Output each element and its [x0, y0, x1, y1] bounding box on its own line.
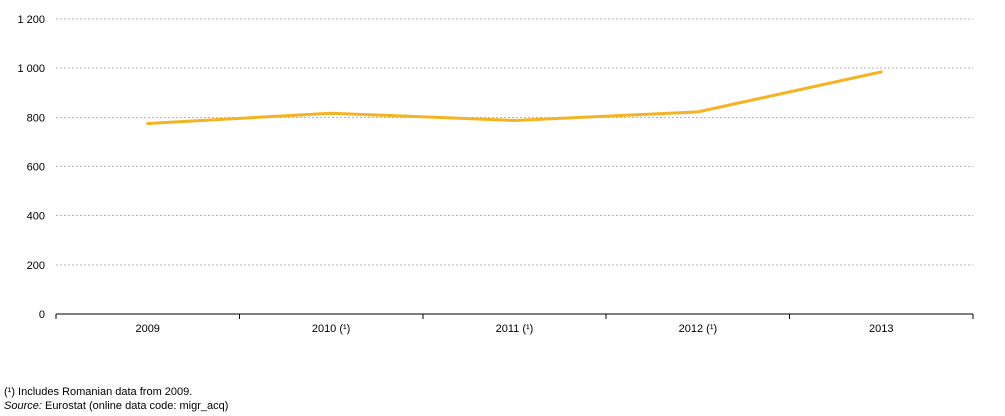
chart-notes: (¹) Includes Romanian data from 2009. So…: [4, 385, 228, 413]
y-axis-tick-labels: 0 200 400 600 800 1 000 1 200: [17, 14, 45, 321]
y-tick-label: 200: [27, 260, 45, 272]
y-tick-label: 600: [27, 162, 45, 174]
x-tick-label: 2012 (¹): [679, 323, 718, 335]
gridlines: [56, 18, 973, 266]
y-tick-label: 0: [39, 309, 45, 321]
line-chart: 0 200 400 600 800 1 000 1 200 2009 2010 (¹) 2011…: [17, 14, 974, 335]
source-label: Source:: [4, 400, 42, 412]
x-tick-label: 2013: [869, 323, 893, 335]
y-tick-label: 400: [27, 211, 45, 223]
x-tick-label: 2010 (¹): [312, 323, 351, 335]
series-line: [146, 70, 883, 125]
source-text: Eurostat (online data code: migr_acq): [41, 400, 229, 412]
x-tick-label: 2009: [135, 323, 159, 335]
y-tick-label: 1 200: [17, 14, 45, 26]
x-axis-tick-labels: 2009 2010 (¹) 2011 (¹) 2012 (¹) 2013: [135, 323, 893, 335]
source-line: Source: Eurostat (online data code: migr…: [4, 399, 228, 413]
axes: [55, 313, 974, 319]
series-lines: [146, 70, 883, 125]
footnote: (¹) Includes Romanian data from 2009.: [4, 386, 193, 398]
y-tick-label: 800: [27, 112, 45, 124]
x-tick-label: 2011 (¹): [496, 323, 534, 335]
y-tick-label: 1 000: [17, 63, 45, 75]
